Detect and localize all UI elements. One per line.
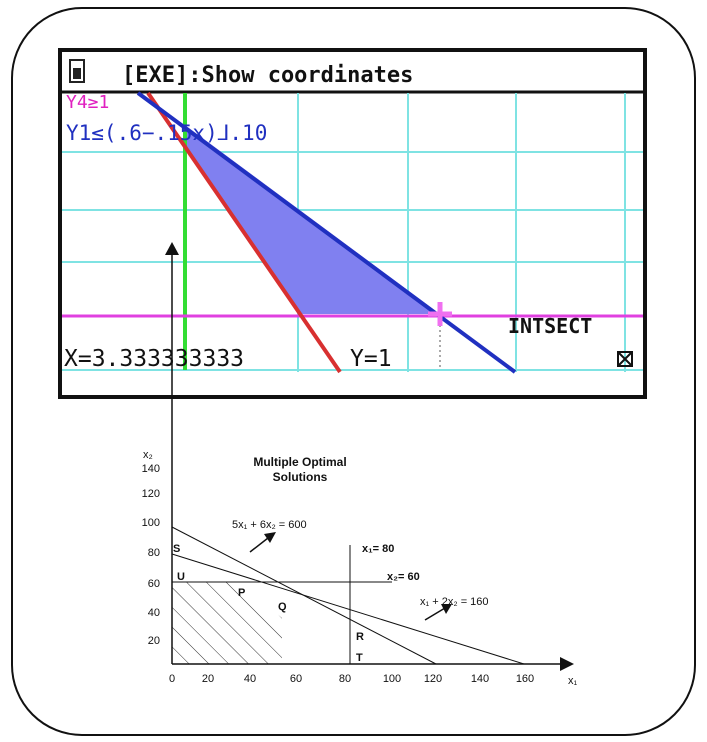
calculator-screen: [EXE]:Show coordinates Y4≥1 Y1≤(.6−.15x)… xyxy=(60,50,645,397)
mode-label: INTSECT xyxy=(508,314,592,338)
x-tick-label: 160 xyxy=(516,673,534,685)
point-label: Q xyxy=(278,601,287,613)
y-tick-label: 20 xyxy=(148,635,160,647)
x-tick-label: 140 xyxy=(471,673,489,685)
diagram-title: Solutions xyxy=(273,470,328,484)
axis-label: x₂ xyxy=(143,449,153,461)
graph-label: Y4≥1 xyxy=(66,92,109,113)
y-tick-label: 40 xyxy=(148,607,160,619)
graph-label: Y1≤(.6−.15x)⅃.10 xyxy=(66,121,267,145)
point-label: S xyxy=(173,543,180,555)
x-tick-label: 80 xyxy=(339,673,351,685)
x-tick-label: 60 xyxy=(290,673,302,685)
x-tick-label: 40 xyxy=(244,673,256,685)
y-readout: Y=1 xyxy=(350,346,392,372)
x-readout: X=3.333333333 xyxy=(64,346,244,372)
x-tick-label: 120 xyxy=(424,673,442,685)
y-tick-label: 60 xyxy=(148,578,160,590)
x-tick-label: 100 xyxy=(383,673,401,685)
y-tick-label: 140 xyxy=(142,463,160,475)
page: {"calculator": {"header": "[EXE]:Show co… xyxy=(0,0,707,742)
y-tick-label: 100 xyxy=(142,517,160,529)
y-tick-label: 120 xyxy=(142,488,160,500)
line-label: 5x₁ + 6x₂ = 600 xyxy=(232,519,307,531)
diagram-title: Multiple Optimal xyxy=(253,455,346,469)
header-text: [EXE]:Show coordinates xyxy=(122,63,413,88)
point-label: U xyxy=(177,571,185,583)
x-tick-label: 0 xyxy=(169,673,175,685)
y-tick-label: 80 xyxy=(148,547,160,559)
point-label: P xyxy=(238,587,245,599)
feasible-region xyxy=(172,582,282,664)
figure: [EXE]:Show coordinates Y4≥1 Y1≤(.6−.15x)… xyxy=(0,0,707,742)
line-label: x₁= 80 xyxy=(362,543,394,555)
point-label: T xyxy=(356,652,363,664)
axis-label: x₁ xyxy=(568,675,578,687)
line-label: x₁ + 2x₂ = 160 xyxy=(420,596,489,608)
line-label: x₂= 60 xyxy=(387,571,420,583)
point-label: R xyxy=(356,631,364,643)
x-tick-label: 20 xyxy=(202,673,214,685)
